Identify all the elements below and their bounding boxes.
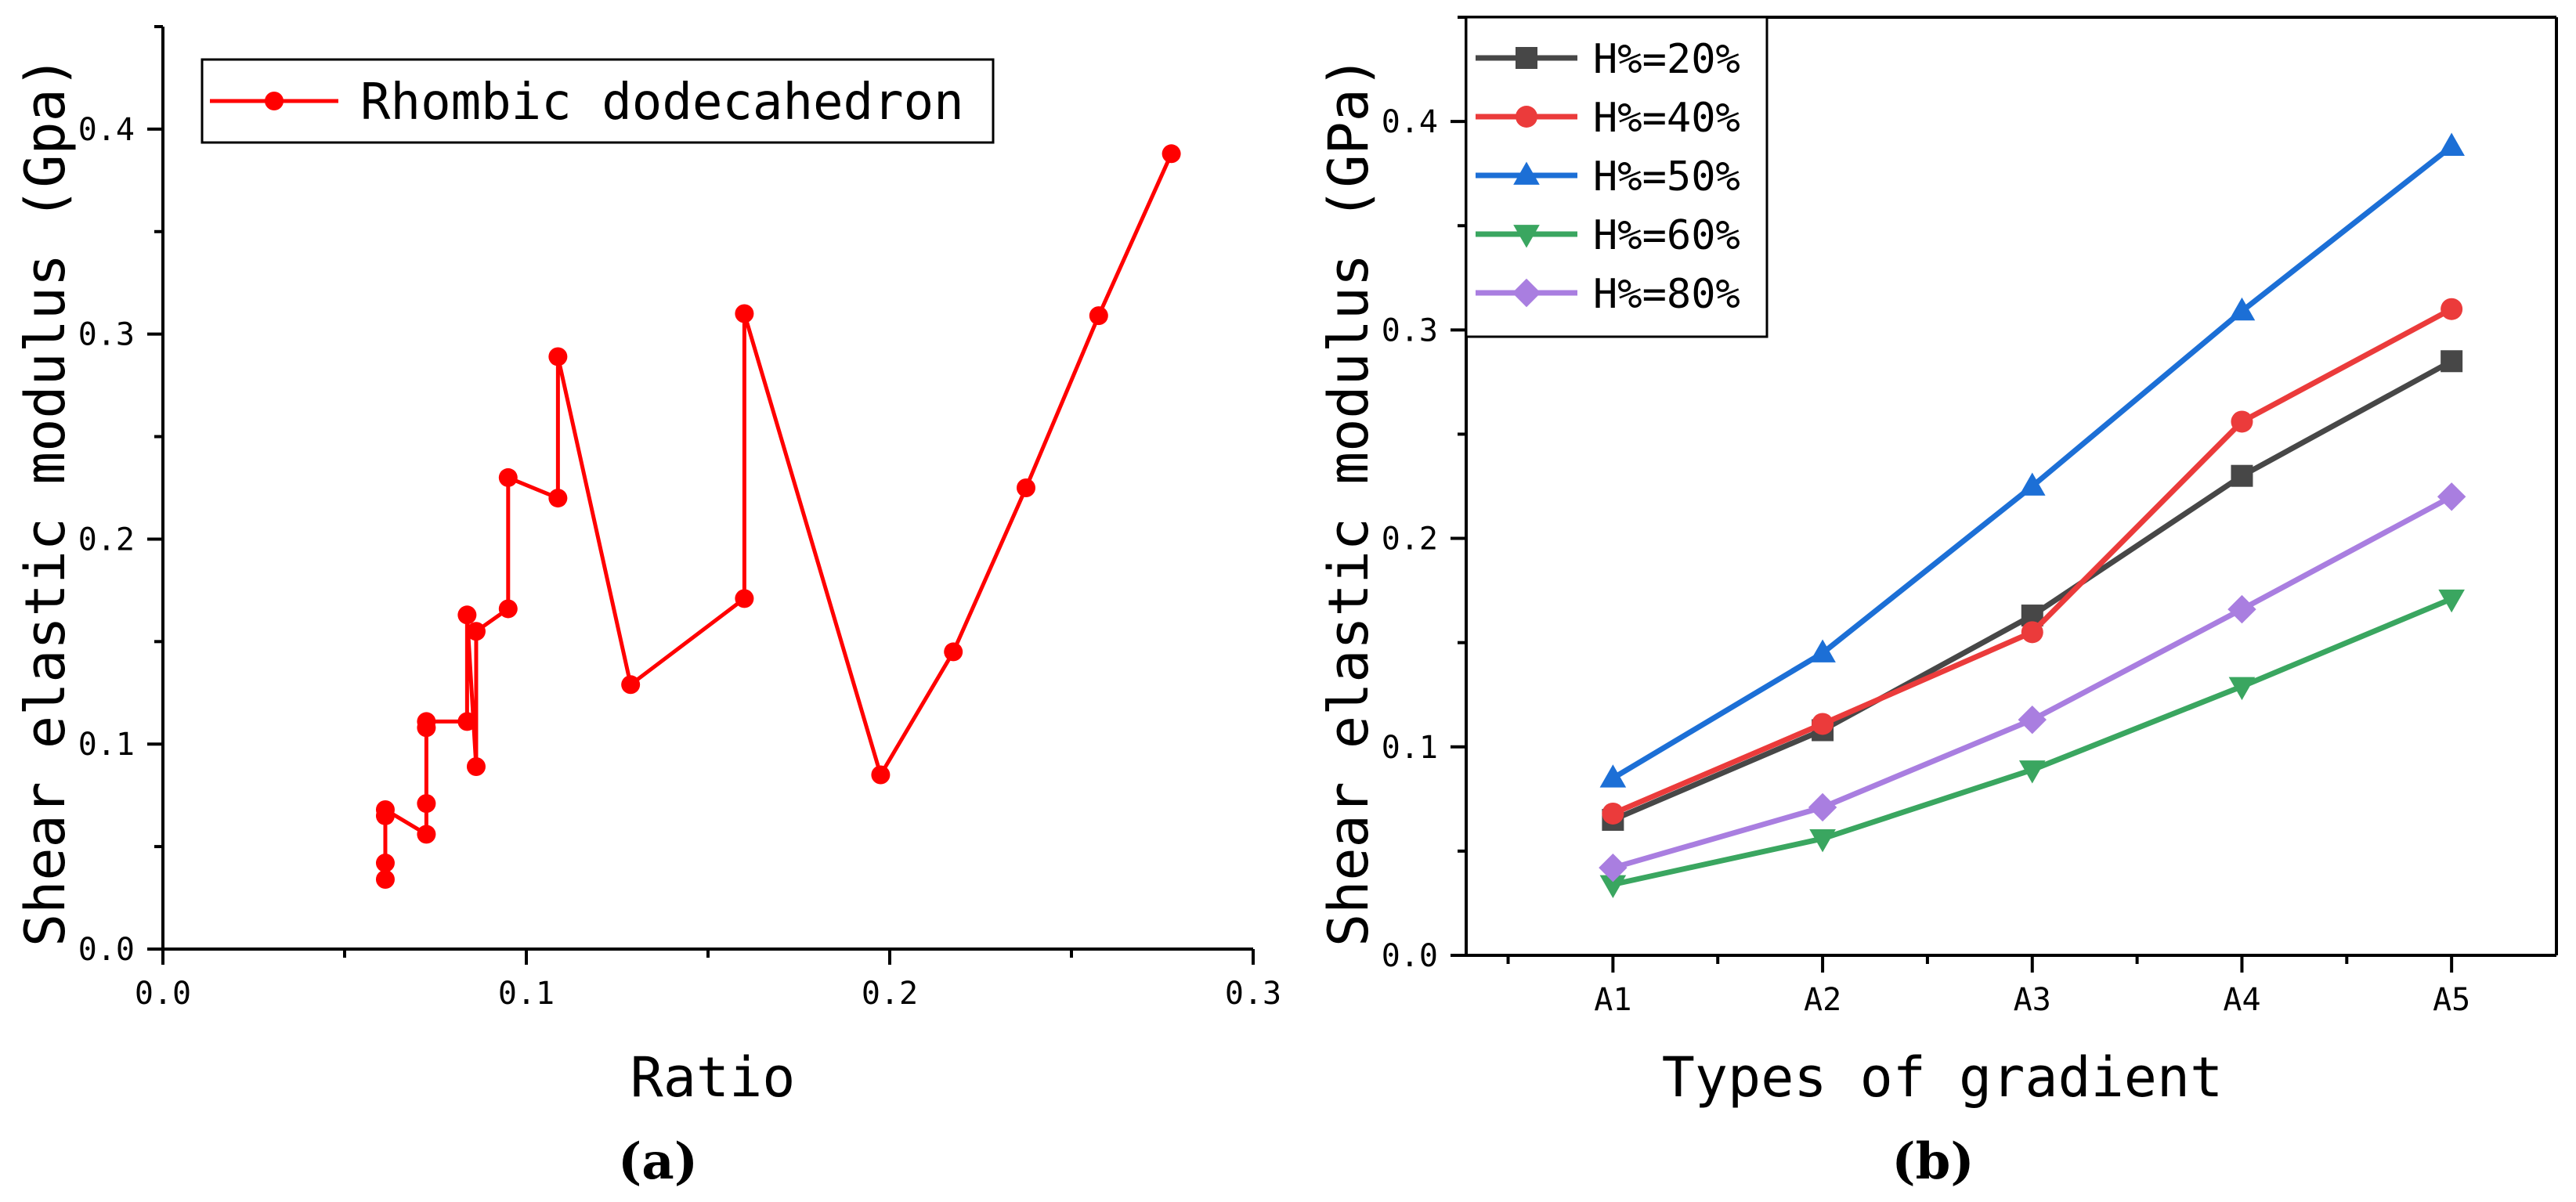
data-point <box>2227 594 2256 624</box>
data-point <box>1599 875 1627 898</box>
data-point <box>1089 306 1108 326</box>
data-point <box>2228 677 2256 701</box>
data-point <box>548 347 568 366</box>
data-point <box>498 599 518 619</box>
data-point <box>2231 410 2253 433</box>
data-point <box>1809 829 1836 853</box>
panel-b-legend: H%=20% H%=40% H%=50% H%=60% H%=80% <box>1465 16 1769 338</box>
data-point <box>2437 482 2466 511</box>
data-point <box>1809 639 1836 662</box>
x-axis-title: Ratio <box>630 1045 796 1110</box>
x-tick-label: 0.1 <box>498 976 555 1012</box>
data-point <box>1602 802 1624 825</box>
data-point <box>2228 297 2256 321</box>
data-point <box>417 825 436 844</box>
series-line-5 <box>1612 494 2453 871</box>
data-point <box>1162 144 1181 164</box>
x-tick-label: A5 <box>2433 982 2470 1018</box>
data-point <box>2021 621 2043 644</box>
x-tick-label: 0.0 <box>135 976 191 1012</box>
panel-b-series <box>1599 132 2466 898</box>
panel-b-axes: A1 A2 A3 A4 A5 0.0 0.1 0.2 0.3 0.4 <box>1382 16 2558 1018</box>
panel-a-series <box>375 144 1181 889</box>
data-point <box>2231 464 2253 487</box>
x-axis-title: Types of gradient <box>1662 1045 2223 1110</box>
data-point <box>548 489 568 508</box>
legend-marker <box>1513 225 1540 248</box>
legend-marker <box>1512 278 1541 308</box>
data-point <box>2438 589 2465 613</box>
data-point <box>871 765 891 785</box>
data-point <box>1599 853 1628 883</box>
legend-label: H%=50% <box>1593 153 1740 200</box>
data-point <box>2438 132 2465 156</box>
data-point <box>735 304 754 323</box>
y-tick-label: 0.1 <box>78 727 135 763</box>
data-point <box>417 712 436 731</box>
y-axis-title: Shear elastic modulus (GPa) <box>1317 56 1381 947</box>
series-line-rhombic <box>383 153 1173 879</box>
legend-marker <box>1513 161 1540 185</box>
x-tick-label: 0.2 <box>862 976 918 1012</box>
data-point <box>375 869 395 889</box>
y-tick-label: 0.0 <box>78 932 135 968</box>
y-tick-label: 0.0 <box>1382 938 1438 974</box>
x-tick-label: A2 <box>1804 982 1841 1018</box>
data-point <box>417 794 436 814</box>
data-point <box>944 642 963 662</box>
data-point <box>375 854 395 873</box>
data-point <box>466 757 486 777</box>
data-point <box>466 622 486 641</box>
data-point <box>2018 760 2046 784</box>
legend-label: H%=40% <box>1593 95 1740 142</box>
y-axis-title: Shear elastic modulus (Gpa) <box>13 56 78 947</box>
x-tick-label: A3 <box>2014 982 2051 1018</box>
data-point <box>2441 350 2463 373</box>
legend-marker <box>1516 106 1537 128</box>
legend-label: H%=60% <box>1593 212 1740 259</box>
data-point <box>457 712 477 731</box>
data-point <box>375 800 395 819</box>
y-tick-label: 0.2 <box>1382 522 1438 558</box>
data-point <box>1017 478 1035 497</box>
data-point <box>2018 705 2047 735</box>
panel-b-chart: A1 A2 A3 A4 A50.00.10.20.30.4 H%=20%H%=40%H%… <box>1317 16 2558 1191</box>
legend-label-rhombic: Rhombic dodecahedron <box>360 74 964 132</box>
panel-a-chart: 0.0 0.1 0.2 0.3 0.0 0.1 0.2 0.3 0.4 Rhombic dode… <box>13 25 1281 1191</box>
data-point <box>498 467 518 487</box>
legend-marker <box>1516 47 1537 69</box>
y-tick-label: 0.4 <box>78 112 135 148</box>
panel-a-axes: 0.0 0.1 0.2 0.3 0.0 0.1 0.2 0.3 0.4 <box>78 25 1281 1012</box>
y-tick-label: 0.3 <box>1382 312 1438 348</box>
panel-a-legend: Rhombic dodecahedron <box>201 58 995 144</box>
data-point <box>735 589 754 608</box>
data-point <box>2441 298 2463 320</box>
data-point <box>1812 713 1834 735</box>
y-tick-label: 0.2 <box>78 522 135 558</box>
x-tick-label: A1 <box>1594 982 1631 1018</box>
series-line-1 <box>1612 359 2453 823</box>
x-tick-label: A4 <box>2223 982 2260 1018</box>
data-point <box>2018 472 2046 496</box>
legend-label: H%=20% <box>1593 36 1740 83</box>
data-point <box>621 675 641 695</box>
data-point <box>1808 792 1837 822</box>
y-tick-label: 0.4 <box>1382 104 1438 140</box>
y-tick-label: 0.1 <box>1382 730 1438 766</box>
caption-b: (b) <box>1891 1132 1974 1191</box>
y-tick-label: 0.3 <box>78 317 135 353</box>
caption-a: (a) <box>618 1132 698 1191</box>
x-tick-label: 0.3 <box>1225 976 1281 1012</box>
data-point <box>457 605 477 625</box>
legend-marker-rhombic <box>265 92 284 110</box>
data-point <box>1599 764 1627 788</box>
legend-label: H%=80% <box>1593 271 1740 318</box>
